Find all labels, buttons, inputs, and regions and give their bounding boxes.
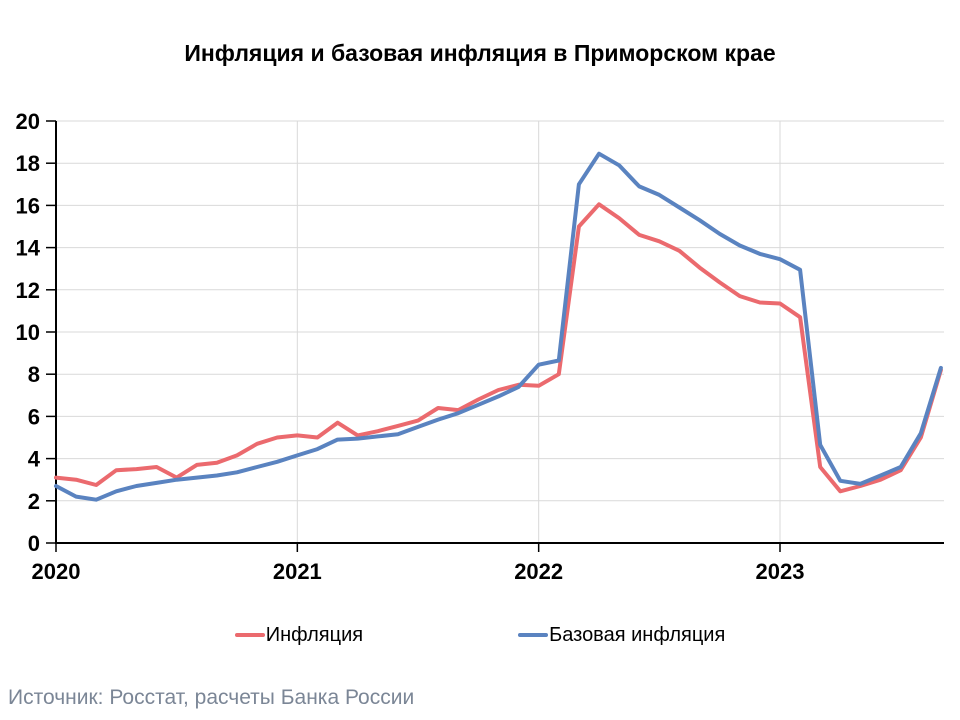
svg-text:8: 8 (28, 362, 40, 387)
svg-text:0: 0 (28, 531, 40, 556)
legend-label-inflation: Инфляция (265, 623, 364, 646)
svg-text:2020: 2020 (32, 559, 81, 584)
source-note: Источник: Росстат, расчеты Банка России (8, 686, 415, 709)
svg-text:16: 16 (16, 193, 40, 218)
legend-item-inflation: Инфляция (234, 623, 364, 647)
legend: Инфляция Базовая инфляция (0, 620, 960, 650)
legend-label-core-inflation: Базовая инфляция (549, 623, 726, 646)
chart-title: Инфляция и базовая инфляция в Приморском… (184, 40, 776, 66)
svg-text:14: 14 (16, 236, 41, 261)
svg-text:10: 10 (16, 320, 40, 345)
legend-swatch-inflation (234, 632, 265, 638)
svg-text:18: 18 (16, 151, 40, 176)
svg-text:2022: 2022 (514, 559, 563, 584)
svg-text:2021: 2021 (273, 559, 322, 584)
svg-text:2: 2 (28, 489, 40, 514)
svg-text:20: 20 (16, 109, 40, 134)
legend-swatch-core-inflation (518, 632, 549, 638)
svg-text:6: 6 (28, 404, 40, 429)
svg-text:2023: 2023 (756, 559, 805, 584)
legend-item-core-inflation: Базовая инфляция (518, 624, 725, 647)
svg-text:4: 4 (28, 447, 41, 472)
svg-text:12: 12 (16, 278, 40, 303)
